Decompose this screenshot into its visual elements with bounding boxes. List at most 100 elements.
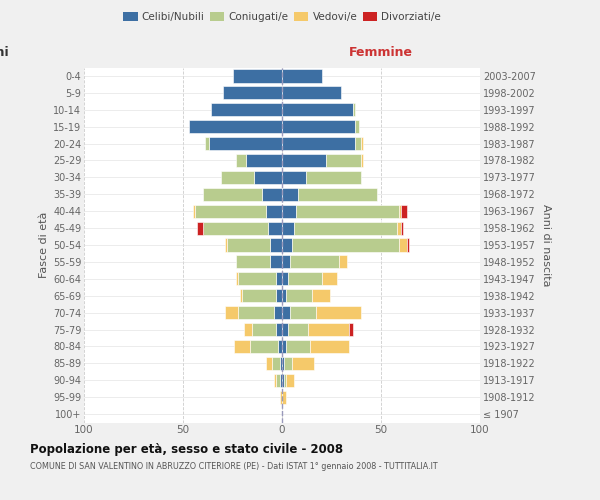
Bar [221,171,254,184]
Bar [397,222,401,234]
Bar [282,103,353,117]
Bar [361,137,363,150]
Bar [399,238,407,252]
Bar [203,188,262,201]
Bar [282,137,355,150]
Bar [223,86,282,100]
Bar [253,323,276,336]
Bar [286,374,294,387]
Bar [312,289,329,302]
Bar [227,238,270,252]
Bar [282,256,290,268]
Bar [282,154,326,167]
Bar [286,340,310,353]
Bar [316,306,361,319]
Bar [254,171,282,184]
Bar [284,356,292,370]
Bar [262,188,282,201]
Bar [224,306,238,319]
Bar [296,204,399,218]
Bar [233,70,282,82]
Bar [349,323,353,336]
Bar [268,222,282,234]
Bar [278,340,282,353]
Bar [290,256,340,268]
Bar [355,137,361,150]
Bar [205,137,209,150]
Y-axis label: Fasce di età: Fasce di età [38,212,49,278]
Bar [282,238,292,252]
Bar [241,289,242,302]
Bar [211,103,282,117]
Bar [250,340,278,353]
Bar [401,204,407,218]
Bar [355,120,359,134]
Bar [298,188,377,201]
Bar [288,272,322,285]
Bar [203,222,268,234]
Bar [235,340,250,353]
Bar [308,323,349,336]
Bar [266,356,272,370]
Bar [282,86,341,100]
Bar [282,306,290,319]
Bar [310,340,349,353]
Bar [282,188,298,201]
Bar [270,238,282,252]
Bar [282,272,288,285]
Bar [272,356,280,370]
Bar [286,289,312,302]
Bar [209,137,282,150]
Bar [282,390,286,404]
Bar [270,256,282,268]
Bar [236,154,247,167]
Bar [236,272,238,285]
Bar [197,222,203,234]
Y-axis label: Anni di nascita: Anni di nascita [541,204,551,286]
Bar [294,222,397,234]
Text: Maschi: Maschi [0,46,10,59]
Bar [276,374,280,387]
Bar [306,171,361,184]
Bar [399,204,401,218]
Legend: Celibi/Nubili, Coniugati/e, Vedovi/e, Divorziati/e: Celibi/Nubili, Coniugati/e, Vedovi/e, Di… [119,8,445,26]
Bar [282,171,306,184]
Text: Femmine: Femmine [349,46,413,59]
Bar [244,323,253,336]
Bar [193,204,195,218]
Bar [247,154,282,167]
Bar [189,120,282,134]
Bar [282,204,296,218]
Bar [290,306,316,319]
Bar [292,356,314,370]
Bar [282,120,355,134]
Bar [282,356,284,370]
Bar [238,306,274,319]
Bar [322,272,337,285]
Bar [236,256,270,268]
Bar [407,238,409,252]
Bar [276,323,282,336]
Bar [280,356,282,370]
Bar [280,390,282,404]
Bar [282,340,286,353]
Bar [361,154,363,167]
Bar [284,374,286,387]
Bar [282,289,286,302]
Bar [238,272,276,285]
Bar [195,204,266,218]
Bar [282,70,322,82]
Bar [353,103,355,117]
Bar [340,256,347,268]
Bar [282,374,284,387]
Bar [276,272,282,285]
Bar [274,374,276,387]
Bar [224,238,227,252]
Bar [274,306,282,319]
Text: COMUNE DI SAN VALENTINO IN ABRUZZO CITERIORE (PE) - Dati ISTAT 1° gennaio 2008 -: COMUNE DI SAN VALENTINO IN ABRUZZO CITER… [30,462,437,471]
Bar [282,323,288,336]
Bar [280,374,282,387]
Bar [326,154,361,167]
Bar [242,289,276,302]
Bar [276,289,282,302]
